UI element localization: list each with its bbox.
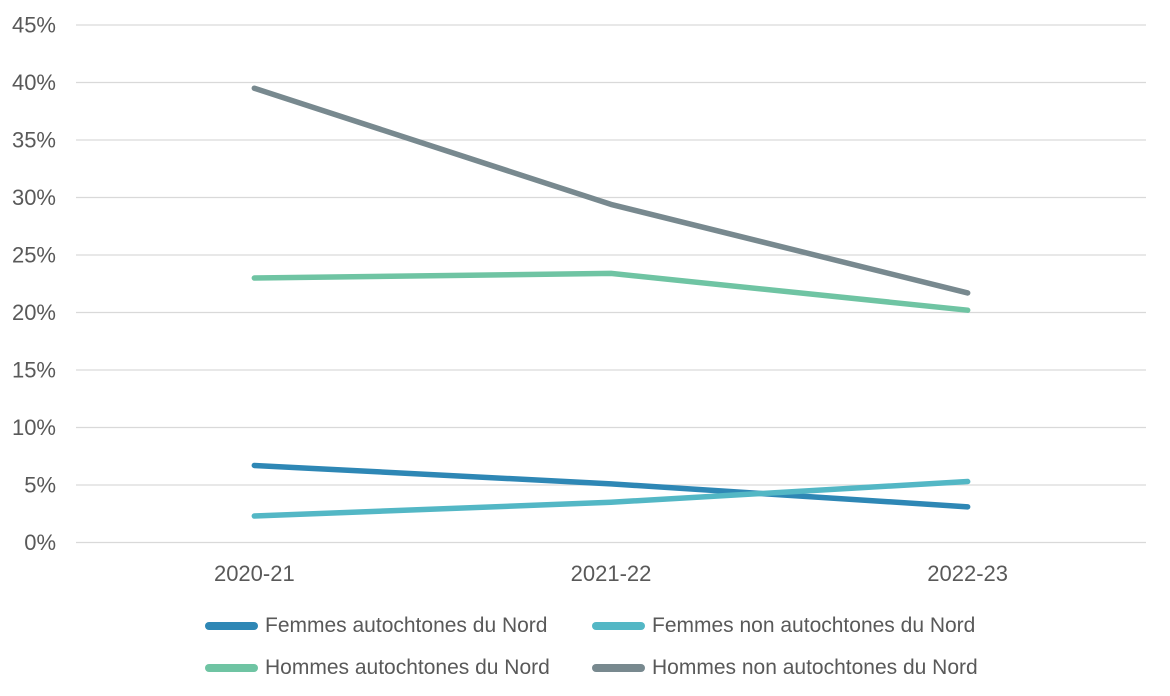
x-tick-label: 2022-23 bbox=[927, 561, 1008, 586]
y-tick-label: 5% bbox=[24, 473, 56, 498]
legend-item-hommes-non-autochtones: Hommes non autochtones du Nord bbox=[592, 653, 978, 683]
x-tick-label: 2021-22 bbox=[571, 561, 652, 586]
legend-swatch-hommes-autochtones bbox=[205, 664, 258, 672]
series-line bbox=[251, 85, 971, 296]
series-line bbox=[251, 462, 971, 510]
y-tick-label: 0% bbox=[24, 530, 56, 555]
y-tick-label: 45% bbox=[12, 13, 56, 38]
y-tick-label: 20% bbox=[12, 300, 56, 325]
legend-label: Femmes autochtones du Nord bbox=[265, 614, 548, 637]
x-tick-label: 2020-21 bbox=[214, 561, 295, 586]
legend-item-femmes-autochtones: Femmes autochtones du Nord bbox=[205, 611, 547, 641]
legend-swatch-femmes-autochtones bbox=[205, 622, 258, 630]
series-line bbox=[251, 478, 971, 519]
y-tick-label: 30% bbox=[12, 185, 56, 210]
series-line bbox=[251, 270, 971, 313]
legend-item-hommes-autochtones: Hommes autochtones du Nord bbox=[205, 653, 550, 683]
y-tick-label: 15% bbox=[12, 358, 56, 383]
legend-label: Femmes non autochtones du Nord bbox=[652, 614, 976, 637]
y-tick-label: 40% bbox=[12, 70, 56, 95]
legend-swatch-hommes-non-autochtones bbox=[592, 664, 645, 672]
legend-swatch-femmes-non-autochtones bbox=[592, 622, 645, 630]
legend-label: Hommes autochtones du Nord bbox=[265, 656, 550, 679]
legend-label: Hommes non autochtones du Nord bbox=[652, 656, 978, 679]
legend-item-femmes-non-autochtones: Femmes non autochtones du Nord bbox=[592, 611, 975, 641]
y-tick-label: 10% bbox=[12, 415, 56, 440]
y-tick-label: 35% bbox=[12, 128, 56, 153]
y-tick-label: 25% bbox=[12, 243, 56, 268]
